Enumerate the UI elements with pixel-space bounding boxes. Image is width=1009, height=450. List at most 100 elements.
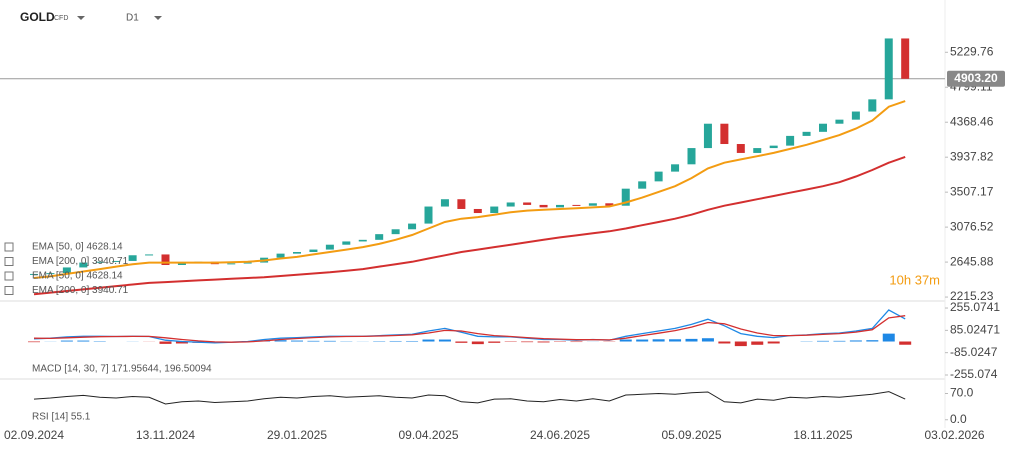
candle <box>835 119 844 124</box>
candle <box>884 38 893 100</box>
candle <box>358 239 367 242</box>
countdown: 10h 37m <box>889 272 940 287</box>
histogram-bar <box>159 341 172 344</box>
histogram-bar <box>323 340 336 342</box>
y-tick-label: 70.0 <box>950 386 974 400</box>
x-tick-label: 18.11.2025 <box>793 428 852 442</box>
candle <box>687 148 696 165</box>
rsi-line <box>33 391 906 405</box>
histogram-bar <box>307 340 320 342</box>
candle <box>720 123 729 145</box>
candle <box>490 206 499 214</box>
candle <box>112 260 121 262</box>
candle <box>375 234 384 240</box>
signal-line <box>33 315 906 343</box>
timeframe[interactable]: D1 <box>126 13 139 24</box>
candle <box>819 123 827 132</box>
histogram-bar <box>77 340 90 342</box>
candle <box>868 99 877 112</box>
histogram-bar <box>652 339 665 342</box>
y-tick-label: 3076.52 <box>950 219 994 233</box>
candle <box>638 181 647 189</box>
legend-icon <box>4 257 14 266</box>
histogram-bar <box>422 339 435 342</box>
histogram-bar <box>817 340 829 342</box>
candle <box>753 148 762 153</box>
histogram-bar <box>570 341 583 343</box>
histogram-bar <box>291 340 303 342</box>
histogram-bar <box>849 340 862 342</box>
candle <box>901 38 910 79</box>
histogram-bar <box>455 341 468 343</box>
candle <box>654 171 663 182</box>
histogram-bar <box>537 341 550 343</box>
x-tick-label: 13.11.2024 <box>136 428 195 442</box>
y-tick-label: 255.0741 <box>950 300 1000 314</box>
dropdown-arrow[interactable] <box>154 16 162 20</box>
legend-label: EMA [200, 0] 3940.71 <box>32 256 129 267</box>
candle <box>342 241 351 245</box>
legend-label: EMA [50, 0] 4628.14 <box>32 242 123 253</box>
candle <box>62 267 71 274</box>
y-tick-label: 5229.76 <box>950 44 994 58</box>
histogram-bar <box>28 341 40 343</box>
histogram-bar <box>438 339 451 342</box>
candle <box>95 261 104 263</box>
candle <box>786 135 795 146</box>
histogram-bar <box>406 340 419 342</box>
histogram-bar <box>751 341 764 345</box>
candle <box>572 204 581 206</box>
candle <box>309 249 318 253</box>
histogram-bar <box>488 341 501 343</box>
x-tick-label: 03.02.2026 <box>924 428 984 442</box>
candle <box>506 202 515 207</box>
y-tick-label: -255.074 <box>950 367 998 381</box>
candle <box>391 229 400 235</box>
candle <box>605 203 614 206</box>
histogram-bar <box>521 341 534 343</box>
price-badge-label: 4903.20 <box>954 71 998 85</box>
candle <box>424 206 433 224</box>
candle <box>556 204 564 208</box>
histogram-bar <box>701 338 714 342</box>
histogram-bar <box>734 341 747 347</box>
candle <box>30 273 38 275</box>
legend-icon <box>4 286 14 295</box>
candle <box>736 144 745 153</box>
symbol[interactable]: GOLD <box>20 10 55 24</box>
y-tick-label: 2215.23 <box>950 289 994 303</box>
histogram-bar <box>636 339 649 342</box>
x-tick-label: 29.01.2025 <box>267 428 327 442</box>
candle <box>671 164 680 172</box>
candle <box>408 223 417 230</box>
candle <box>177 262 186 266</box>
x-tick-label: 24.06.2025 <box>530 428 590 442</box>
histogram-bar <box>60 340 73 342</box>
histogram-bar <box>274 340 287 342</box>
histogram-bar <box>471 341 484 345</box>
candle <box>769 145 778 149</box>
x-tick-label: 09.04.2025 <box>398 428 458 442</box>
candle <box>539 204 548 208</box>
price-badge <box>947 70 1005 87</box>
x-tick-label: 05.09.2025 <box>661 428 721 442</box>
histogram-bar <box>718 341 731 344</box>
histogram-bar <box>767 341 780 344</box>
candle <box>851 111 860 120</box>
histogram-bar <box>685 338 698 342</box>
indicator-label: MACD [14, 30, 7] 171.95644, 196.50094 <box>32 364 212 375</box>
histogram-bar <box>882 333 895 342</box>
candle <box>79 262 88 268</box>
candle <box>145 254 154 256</box>
candle <box>588 203 597 206</box>
y-tick-label: 85.02471 <box>950 323 1000 337</box>
candle <box>293 252 301 254</box>
dropdown-arrow[interactable] <box>77 16 85 20</box>
ema-line <box>33 100 906 279</box>
candle <box>227 263 236 265</box>
histogram-bar <box>175 341 188 344</box>
histogram-bar <box>899 341 912 345</box>
candle <box>473 208 482 214</box>
histogram-bar <box>866 340 879 342</box>
